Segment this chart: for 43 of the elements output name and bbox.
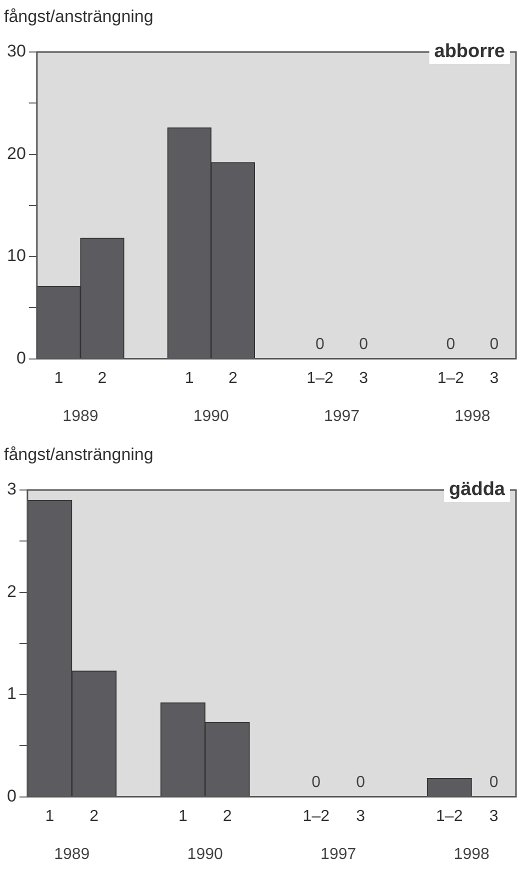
- x-tick-label: 2: [98, 370, 107, 387]
- x-tick-label: 3: [356, 808, 366, 825]
- x-tick-label: 1–2: [306, 370, 334, 387]
- y-tick-label: 20: [6, 144, 26, 163]
- y-axis-title: fångst/ansträngning: [4, 7, 154, 26]
- x-tick-label: 2: [222, 808, 232, 825]
- x-tick-label: 1: [184, 370, 194, 387]
- text: 1990: [187, 846, 224, 863]
- y-tick-label: 0: [16, 348, 26, 368]
- data-label: 0: [312, 774, 321, 792]
- x-tick-label: 1–2: [302, 808, 330, 825]
- x-tick-label: 3: [359, 370, 368, 387]
- data-label: 0: [489, 774, 498, 792]
- text: 1997: [320, 846, 356, 863]
- chart-title: abborre: [434, 41, 506, 62]
- x-tick-label: 2: [90, 808, 99, 825]
- x-tick-label: 1: [178, 808, 188, 825]
- data-label: 0: [446, 336, 456, 354]
- x-tick-label: 3: [489, 808, 498, 825]
- text: 1989: [62, 408, 98, 425]
- x-tick-label: 1: [45, 808, 54, 825]
- y-tick-label: 30: [6, 42, 26, 61]
- y-tick-label: 0: [6, 786, 16, 806]
- x-tick-label: 1: [54, 370, 64, 387]
- x-tick-label: 1–2: [436, 808, 463, 825]
- text: 1998: [454, 408, 490, 425]
- y-tick-label: 2: [6, 582, 16, 601]
- text: 1989: [54, 846, 90, 863]
- data-label: 0: [356, 774, 366, 792]
- text: 1998: [454, 846, 490, 863]
- data-label: 0: [359, 336, 368, 354]
- x-tick-label: 1–2: [437, 370, 464, 387]
- text: 1990: [193, 408, 230, 425]
- y-tick-label: 10: [6, 246, 26, 266]
- data-label: 0: [316, 336, 325, 354]
- y-tick-label: 3: [6, 480, 16, 499]
- y-tick-label: 1: [6, 684, 16, 704]
- x-tick-label: 2: [228, 370, 238, 387]
- data-label: 0: [490, 336, 499, 354]
- y-axis-title: fångst/ansträngning: [4, 445, 154, 464]
- x-tick-label: 3: [490, 370, 499, 387]
- text: 1997: [324, 408, 360, 425]
- chart-title: gädda: [449, 479, 506, 500]
